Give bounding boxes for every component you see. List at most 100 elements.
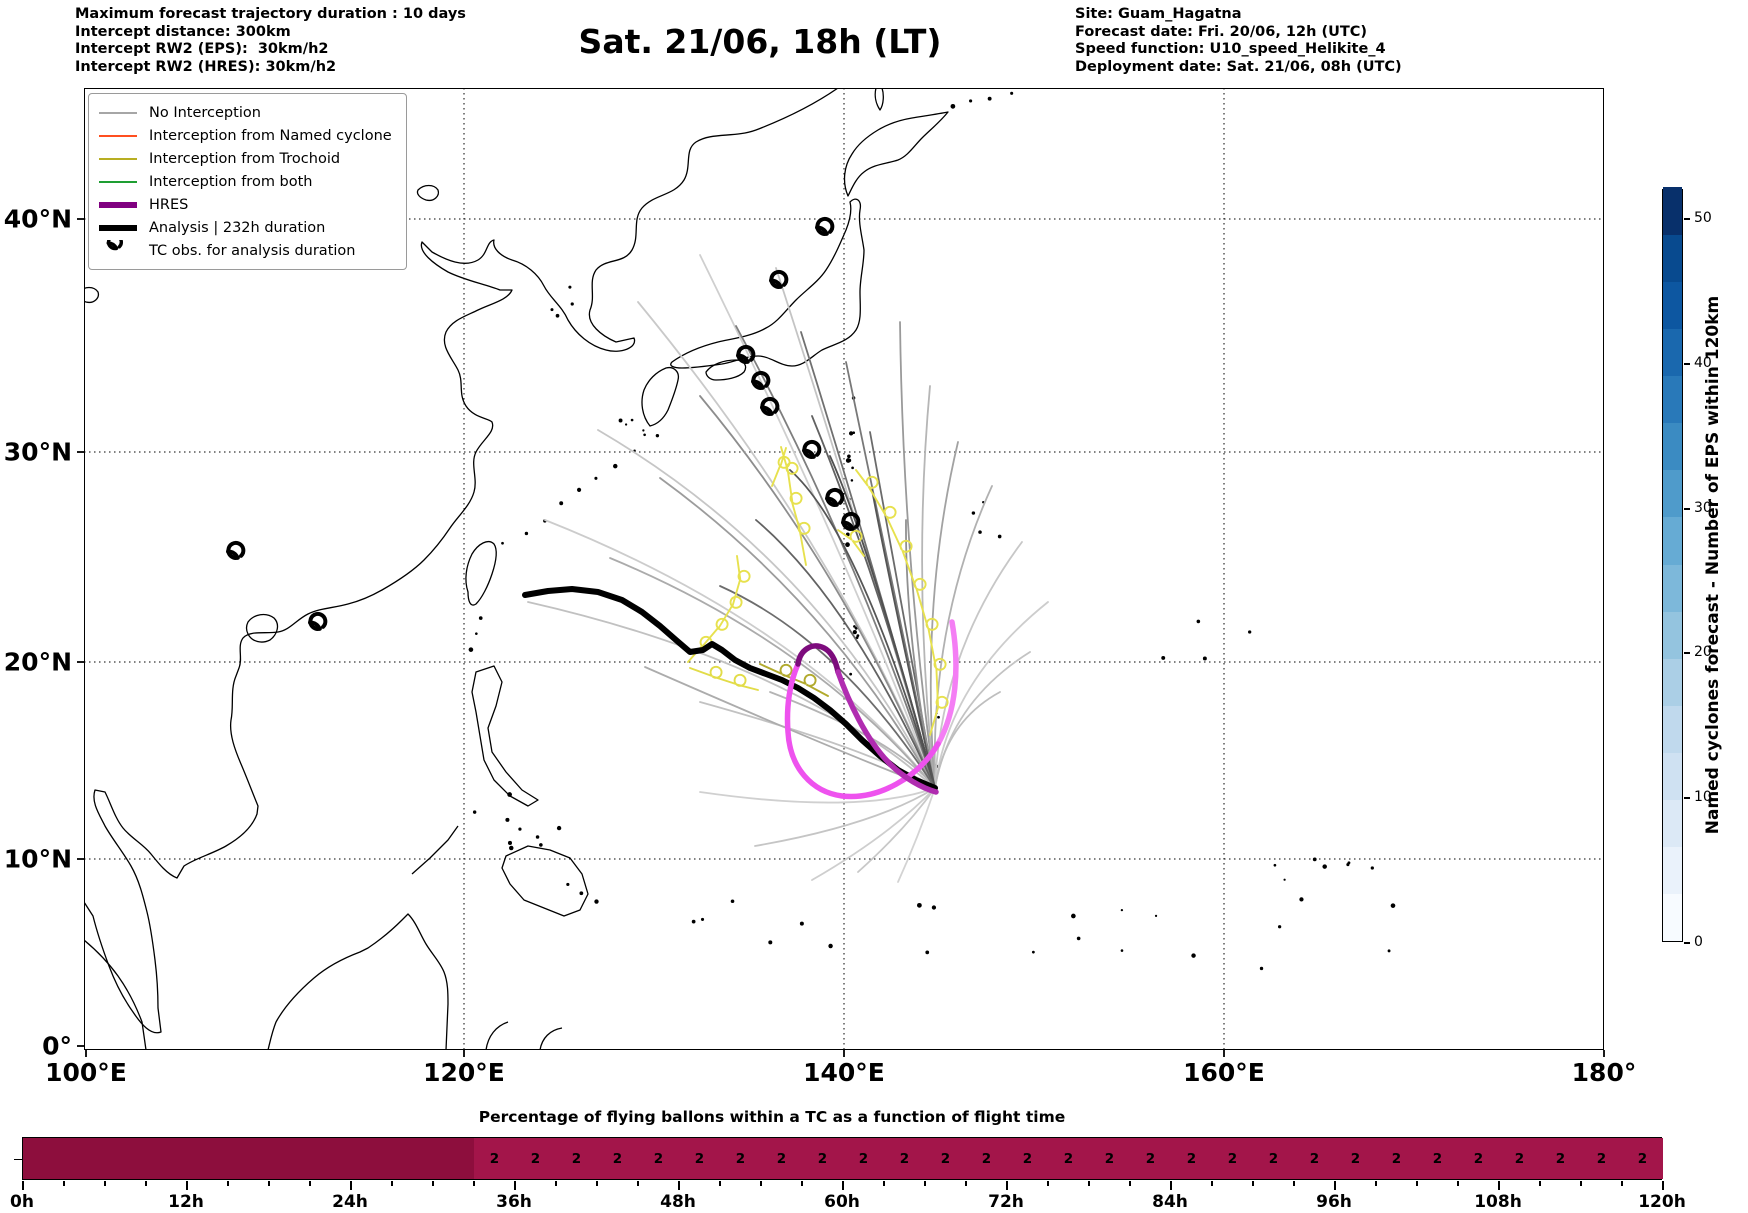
strip-minor-tick — [145, 1181, 147, 1186]
strip-major-tick — [350, 1181, 352, 1190]
cyclone-icon — [769, 269, 789, 289]
info-line: Site: Guam_Hagatna — [1075, 6, 1242, 22]
strip-tick-label: 72h — [988, 1192, 1024, 1212]
x-tick-label: 100°E — [45, 1058, 127, 1087]
strip-value-label: 2 — [1596, 1150, 1607, 1167]
legend-line — [99, 134, 137, 137]
colorbar-block — [1663, 893, 1682, 941]
colorbar-block — [1663, 469, 1682, 518]
cyclone-icon — [825, 487, 845, 507]
legend-item: Interception from Named cyclone — [99, 124, 392, 147]
strip-segment — [474, 1138, 1663, 1179]
legend-label: Interception from Trochoid — [149, 150, 341, 167]
run-config-info: Maximum forecast trajectory duration : 1… — [75, 6, 466, 76]
cyclone-icon — [815, 216, 835, 236]
colorbar-block — [1663, 328, 1682, 377]
legend-line — [99, 111, 137, 114]
colorbar-tick — [1684, 508, 1690, 510]
strip-y-tick — [14, 1158, 22, 1160]
strip-value-label: 2 — [1104, 1150, 1115, 1167]
info-line: Intercept RW2 (EPS): 30km/h2 — [75, 41, 329, 57]
y-tick-label: 20°N — [3, 647, 72, 677]
legend-line-swatch — [99, 201, 137, 208]
colorbar-block — [1663, 234, 1682, 283]
strip-minor-tick — [555, 1181, 557, 1186]
strip-major-tick — [1334, 1181, 1336, 1190]
strip-value-label: 2 — [1473, 1150, 1484, 1167]
colorbar-block — [1663, 610, 1682, 659]
strip-minor-tick — [473, 1181, 475, 1186]
strip-segment — [23, 1138, 474, 1179]
page-title: Sat. 21/06, 18h (LT) — [578, 22, 942, 61]
strip-minor-tick — [227, 1181, 229, 1186]
coastlines — [84, 88, 949, 1050]
cyclone-icon — [802, 439, 822, 459]
strip-value-label: 2 — [653, 1150, 664, 1167]
strip-minor-tick — [801, 1181, 803, 1186]
info-line: Speed function: U10_speed_Helikite_4 — [1075, 41, 1386, 57]
strip-value-label: 2 — [1063, 1150, 1074, 1167]
strip-minor-tick — [1088, 1181, 1090, 1186]
colorbar-block — [1663, 516, 1682, 565]
strip-value-label: 2 — [530, 1150, 541, 1167]
info-line: Deployment date: Sat. 21/06, 08h (UTC) — [1075, 58, 1402, 75]
strip-value-label: 2 — [1637, 1150, 1648, 1167]
strip-value-label: 2 — [1391, 1150, 1402, 1167]
colorbar-block — [1663, 375, 1682, 424]
legend-item: HRES — [99, 193, 392, 216]
strip-major-tick — [1006, 1181, 1008, 1190]
axis-ticks — [77, 218, 1605, 1057]
strip-minor-tick — [391, 1181, 393, 1186]
cyclone-icon — [760, 396, 780, 416]
x-tick-label: 180° — [1571, 1058, 1637, 1087]
strip-tick-label: 48h — [660, 1192, 696, 1212]
strip-minor-tick — [637, 1181, 639, 1186]
strip-tick-label: 84h — [1152, 1192, 1188, 1212]
strip-tick-label: 96h — [1316, 1192, 1352, 1212]
strip-value-label: 2 — [940, 1150, 951, 1167]
colorbar-tick-label: 50 — [1694, 210, 1712, 226]
y-tick-label: 40°N — [3, 204, 72, 234]
x-tick-label: 140°E — [803, 1058, 885, 1087]
strip-major-tick — [514, 1181, 516, 1190]
legend-item: Interception from Trochoid — [99, 147, 392, 170]
strip-tick-label: 108h — [1474, 1192, 1522, 1212]
colorbar — [1662, 187, 1683, 942]
strip-tick-label: 0h — [10, 1192, 34, 1212]
strip-minor-tick — [1621, 1181, 1623, 1186]
strip-major-tick — [678, 1181, 680, 1190]
colorbar-block — [1663, 658, 1682, 706]
strip-minor-tick — [760, 1181, 762, 1186]
strip-major-tick — [22, 1181, 24, 1190]
colorbar-block — [1663, 799, 1682, 847]
strip-minor-tick — [1252, 1181, 1254, 1186]
colorbar-block — [1663, 281, 1682, 330]
strip-value-label: 2 — [1186, 1150, 1197, 1167]
strip-minor-tick — [309, 1181, 311, 1186]
colorbar-tick-label: 0 — [1694, 934, 1703, 950]
legend-item: No Interception — [99, 101, 392, 124]
eps-trajectories — [527, 254, 1049, 883]
legend-line-swatch — [99, 157, 137, 160]
info-line: Forecast date: Fri. 20/06, 12h (UTC) — [1075, 23, 1368, 40]
strip-minor-tick — [1539, 1181, 1541, 1186]
site-forecast-info: Site: Guam_Hagatna Forecast date: Fri. 20… — [1075, 6, 1402, 76]
info-line: Intercept distance: 300km — [75, 23, 291, 40]
strip-minor-tick — [63, 1181, 65, 1186]
strip-tick-label: 60h — [824, 1192, 860, 1212]
strip-chart-title: Percentage of flying ballons within a TC… — [478, 1108, 1066, 1126]
colorbar-tick — [1684, 797, 1690, 799]
strip-minor-tick — [268, 1181, 270, 1186]
strip-minor-tick — [104, 1181, 106, 1186]
legend-line-swatch — [99, 111, 137, 114]
strip-value-label: 2 — [1022, 1150, 1033, 1167]
legend-label: TC obs. for analysis duration — [149, 242, 356, 259]
cyclone-icon — [308, 611, 328, 631]
strip-minor-tick — [1375, 1181, 1377, 1186]
strip-major-tick — [1170, 1181, 1172, 1190]
tc-obs-markers — [226, 216, 861, 631]
colorbar-tick — [1684, 652, 1690, 654]
analysis-track — [522, 586, 938, 791]
